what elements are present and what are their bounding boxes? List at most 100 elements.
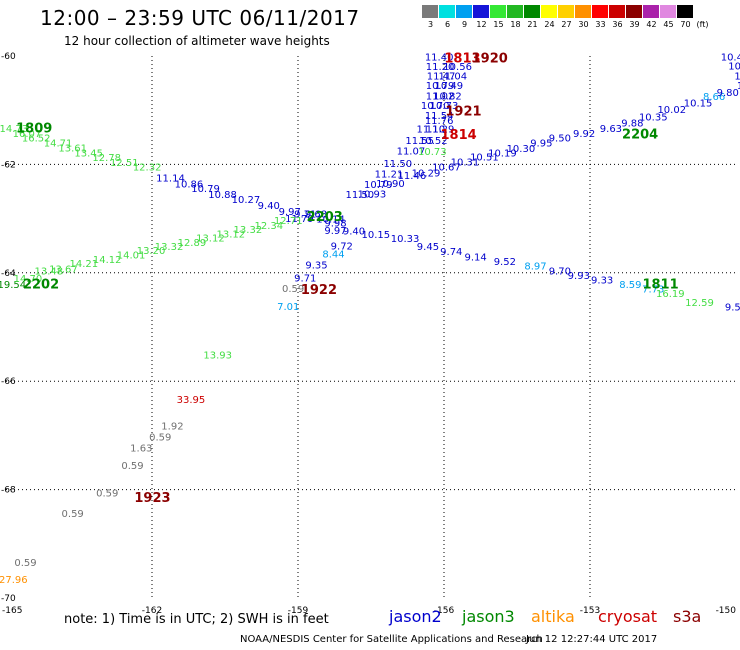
wave-height-label: 10.49 (435, 81, 464, 92)
wave-height-label: 9.88 (621, 118, 643, 129)
wave-height-label: 12.34 (254, 221, 283, 232)
wave-height-label: 12.89 (178, 238, 207, 249)
pass-time-label: 2202 (23, 278, 59, 293)
wave-height-label: 13.20 (137, 246, 166, 257)
wave-height-label: 10.79 (364, 180, 393, 191)
wave-height-label: 9.52 (725, 303, 740, 314)
legend-swatch-label: 27 (561, 20, 572, 29)
page-title: 12:00 – 23:59 UTC 06/11/2017 (40, 6, 360, 30)
lat-tick-label: -66 (1, 377, 16, 387)
wave-height-label: 10.14 (316, 214, 345, 225)
wave-height-label: 10 (737, 81, 740, 92)
legend-swatch (677, 5, 694, 18)
wave-height-label: 10.31 (451, 157, 480, 168)
lon-tick-label: -159 (288, 606, 309, 616)
wave-height-label: 7.73 (642, 284, 664, 295)
wave-height-label: 10.33 (391, 234, 420, 245)
pass-time-label: 1922 (301, 283, 337, 298)
legend-swatch (643, 5, 660, 18)
wave-height-label: 10.15 (362, 230, 391, 241)
satellite-legend-s3a: s3a (673, 607, 702, 626)
wave-height-label: 10.82 (433, 91, 462, 102)
satellite-legend-jason2: jason2 (389, 607, 442, 626)
pass-time-label: 2203 (307, 210, 343, 225)
wave-height-label: 19.54 (0, 280, 26, 291)
wave-height-label: 10.79 (191, 184, 220, 195)
legend-swatch-label: 6 (444, 20, 451, 29)
wave-height-label: 10.15 (684, 98, 713, 109)
wave-height-label: 11.50 (383, 159, 412, 170)
wave-height-label: 14.71 (44, 139, 73, 150)
lat-tick-label: -60 (1, 52, 16, 62)
wave-height-label: 12.71 (274, 216, 303, 227)
satellite-legend-jason3: jason3 (462, 607, 515, 626)
wave-height-label: 9.40 (258, 201, 280, 212)
wave-height-label: 13.32 (234, 225, 263, 236)
pass-time-label: 1811 (642, 278, 678, 293)
wave-height-label: 10.29 (412, 168, 441, 179)
wave-height-label: 13.48 (35, 266, 64, 277)
legend-swatch (456, 5, 473, 18)
wave-height-label: 9.95 (530, 139, 552, 150)
wave-height-label: 12.51 (110, 158, 139, 169)
legend-swatch (660, 5, 677, 18)
legend-swatch (592, 5, 609, 18)
wave-height-label: 10.30 (507, 144, 536, 155)
wave-height-label: 11.46 (398, 171, 427, 182)
wave-height-label: 11.47 (427, 71, 456, 82)
wave-height-label: 9.68 (305, 210, 327, 221)
satellite-legend-altika: altika (531, 607, 575, 626)
wave-height-label: 11.20 (426, 62, 455, 73)
legend-swatch-label: 12 (476, 20, 487, 29)
wave-height-label: 9.92 (573, 129, 595, 140)
axis-labels: -60 -62 -64 -66 -68 -70 -165 -162 -159 -156 -153 -1… (1, 52, 736, 616)
wave-height-label: 0.59 (149, 432, 171, 443)
wave-height-label: 10.44 (721, 52, 740, 63)
wave-height-label: 9.80 (717, 88, 739, 99)
wave-height-label: 10.73 (430, 101, 459, 112)
wave-height-label: 14.21 (70, 259, 99, 270)
pass-time-label: 1814 (441, 128, 477, 143)
legend-swatch-label: 18 (510, 20, 521, 29)
lon-tick-label: -153 (580, 606, 600, 616)
color-legend: 3 6 9 12 15 18 21 24 27 30 33 36 39 42 45 70 (ft) (422, 5, 711, 29)
generated-timestamp: Jun 12 12:27:44 UTC 2017 (526, 634, 658, 645)
wave-height-label: 12.59 (685, 298, 714, 309)
wave-height-label: 9.98 (324, 219, 346, 230)
wave-height-label: 1.63 (130, 444, 152, 455)
wave-height-label: 10.79 (426, 81, 455, 92)
wave-height-label: 0.59 (14, 558, 36, 569)
wave-height-label: 10.70 (421, 101, 450, 112)
wave-height-label: 27.96 (0, 575, 28, 586)
lat-tick-label: -64 (1, 269, 16, 279)
legend-swatch-label: 70 (680, 20, 691, 29)
wave-height-label: 11.29 (426, 124, 455, 135)
legend-swatch-label: 15 (493, 20, 504, 29)
legend-swatch-row (422, 5, 711, 18)
legend-swatch (422, 5, 439, 18)
wave-height-label: 11.07 (397, 147, 426, 158)
pass-time-label: 2204 (622, 127, 658, 142)
legend-swatch-label: 30 (578, 20, 589, 29)
wave-height-label: 13.93 (203, 350, 232, 361)
lon-tick-label: -165 (2, 606, 22, 616)
pass-time-label: 1923 (134, 491, 170, 506)
wave-height-label: 12.78 (92, 153, 121, 164)
legend-swatch (558, 5, 575, 18)
wave-height-label: 9.97 (279, 207, 301, 218)
legend-swatch-label: 9 (461, 20, 468, 29)
wave-height-label: 11.50 (345, 190, 374, 201)
wave-height-label: 11.55 (405, 136, 434, 147)
wave-height-label: 12.32 (133, 162, 162, 173)
legend-swatch (626, 5, 643, 18)
wave-height-label: 10.56 (443, 62, 472, 73)
wave-height-labels: 14.7316.0716.5214.7113.6113.4512.7812.51… (0, 52, 740, 585)
pass-time-label: 1813 (444, 52, 480, 67)
lon-tick-label: -150 (716, 606, 737, 616)
wave-height-label: 9.52 (494, 257, 516, 268)
wave-height-label: 9.50 (549, 134, 571, 145)
wave-height-label: 9.35 (305, 260, 327, 271)
wave-height-label: 9.74 (440, 247, 462, 258)
wave-height-label: 9.72 (331, 241, 353, 252)
